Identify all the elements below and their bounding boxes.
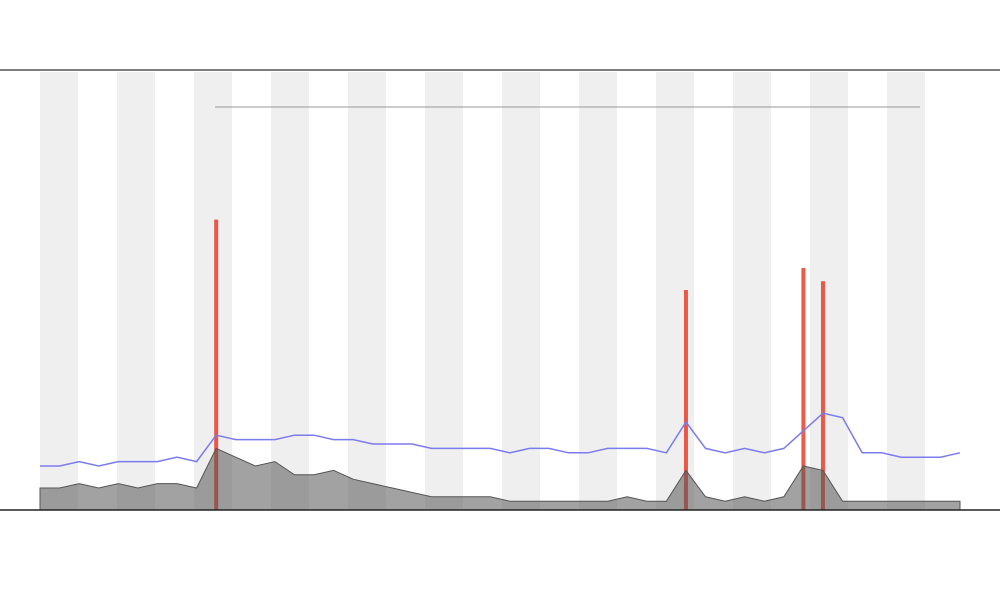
spike xyxy=(214,219,219,510)
bands xyxy=(40,72,925,510)
shade-band xyxy=(887,72,925,510)
spike xyxy=(683,290,688,510)
shade-band xyxy=(810,72,848,510)
spike xyxy=(801,268,806,510)
series-line xyxy=(40,412,961,467)
shade-band xyxy=(425,72,463,510)
shade-band xyxy=(271,72,309,510)
shade-band xyxy=(502,72,540,510)
shade-band xyxy=(40,72,78,510)
shade-band xyxy=(194,72,232,510)
series-area xyxy=(39,447,961,511)
shade-band xyxy=(656,72,694,510)
shade-band xyxy=(733,72,771,510)
shade-band xyxy=(348,72,386,510)
plot xyxy=(39,219,961,511)
shade-band xyxy=(117,72,155,510)
shade-band xyxy=(579,72,617,510)
spike xyxy=(820,281,825,510)
